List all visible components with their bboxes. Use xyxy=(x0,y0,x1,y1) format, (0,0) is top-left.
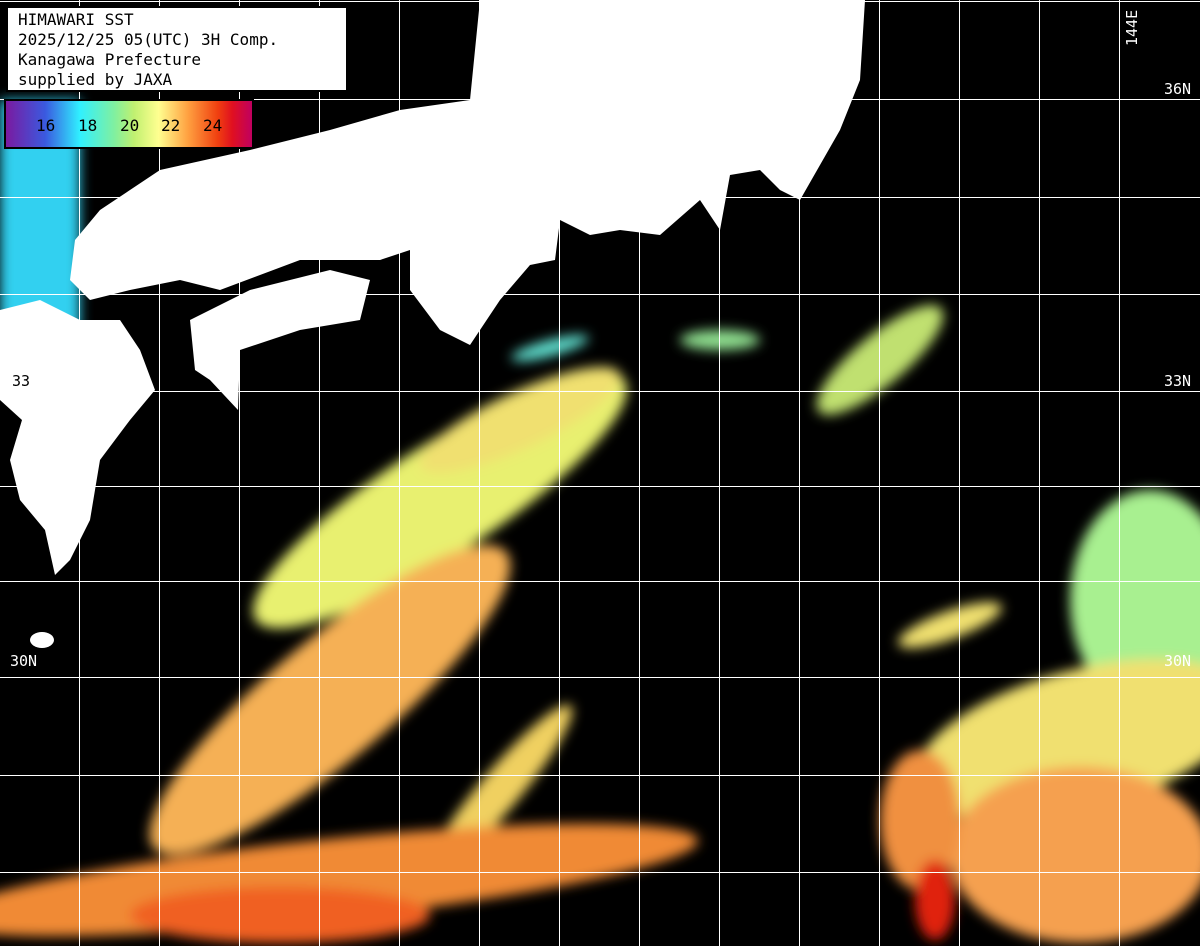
honshu-landmass xyxy=(70,0,865,345)
lon-label-144e: 144E xyxy=(1123,9,1141,46)
sst-patch-green-east xyxy=(1070,490,1200,710)
small-island xyxy=(30,632,54,648)
sst-patch-red-south xyxy=(130,887,430,943)
sst-patch-orange-east xyxy=(950,767,1200,943)
kyushu-landmass xyxy=(0,300,155,575)
lat-label-33n: 33N xyxy=(1164,372,1192,390)
title-line-1: HIMAWARI SST xyxy=(18,10,134,29)
title-line-4: supplied by JAXA xyxy=(18,70,173,89)
title-line-3: Kanagawa Prefecture xyxy=(18,50,202,69)
legend-tick: 24 xyxy=(203,116,223,135)
color-scale-legend: 16 18 20 22 24 xyxy=(4,99,254,149)
legend-tick: 18 xyxy=(78,116,98,135)
sst-patch-red-southeast xyxy=(915,860,955,940)
land xyxy=(0,0,865,648)
sst-patches xyxy=(0,100,1200,943)
lat-label-33-left: 33 xyxy=(12,372,31,390)
legend-tick: 22 xyxy=(161,116,181,135)
lon-label-136e: 136E xyxy=(483,3,501,40)
lat-label-30n-left: 30N xyxy=(10,652,38,670)
lat-label-30n-right: 30N xyxy=(1164,652,1192,670)
legend-tick: 20 xyxy=(120,116,140,135)
shikoku-landmass xyxy=(190,270,370,410)
lat-label-36n: 36N xyxy=(1164,80,1192,98)
sst-patch-cyan-mid xyxy=(511,335,589,361)
title-box: HIMAWARI SST 2025/12/25 05(UTC) 3H Comp.… xyxy=(6,6,348,92)
sst-patch-yellow-upper xyxy=(419,367,621,473)
sst-patch-yellow-east xyxy=(914,659,1200,821)
sst-patch-yellow-small-east xyxy=(898,602,1002,648)
legend-tick: 16 xyxy=(36,116,56,135)
title-line-2: 2025/12/25 05(UTC) 3H Comp. xyxy=(18,30,279,49)
sst-patch-orange-southeast xyxy=(880,750,960,890)
